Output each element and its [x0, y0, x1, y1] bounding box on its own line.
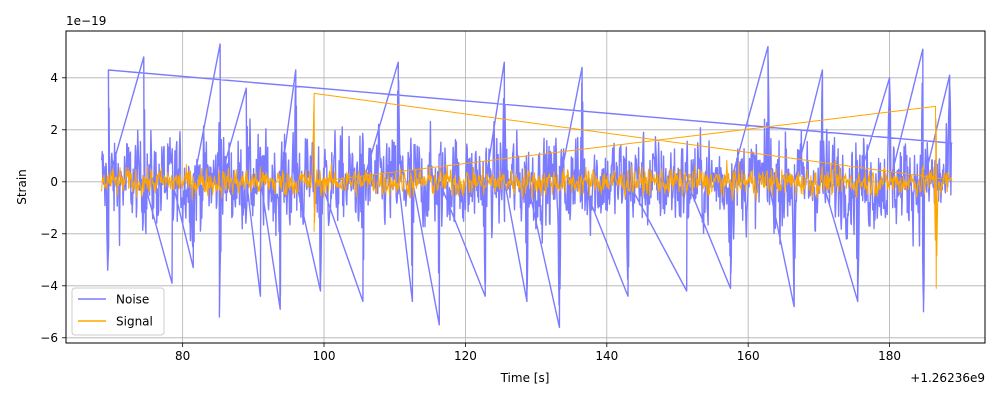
x-tick-label: 120 — [454, 349, 477, 363]
x-tick-label: 160 — [737, 349, 760, 363]
series-layer — [100, 43, 953, 329]
y-tick-label: 0 — [50, 175, 58, 189]
x-axis-label: Time [s] — [500, 371, 550, 385]
y-tick-label: −4 — [40, 279, 58, 293]
legend-noise-label: Noise — [116, 293, 149, 307]
x-offset-label: +1.26236e9 — [910, 371, 985, 385]
x-tick-label: 140 — [595, 349, 618, 363]
y-tick-label: −2 — [40, 227, 58, 241]
y-tick-label: 2 — [50, 123, 58, 137]
x-axis-ticks: 80 100 120 140 160 180 — [175, 343, 901, 363]
x-tick-label: 180 — [878, 349, 901, 363]
y-scale-label: 1e−19 — [66, 14, 106, 28]
y-tick-label: 4 — [50, 71, 58, 85]
noise-series-line — [100, 43, 953, 329]
x-tick-label: 80 — [175, 349, 190, 363]
plot-frame — [65, 30, 986, 344]
x-tick-label: 100 — [313, 349, 336, 363]
signal-series-line — [100, 92, 953, 289]
y-axis-ticks: −6 −4 −2 0 2 4 — [40, 71, 66, 345]
legend-signal-label: Signal — [116, 315, 153, 329]
legend: Noise Signal — [71, 287, 165, 336]
y-axis-label: Strain — [15, 169, 29, 205]
y-tick-label: −6 — [40, 331, 58, 345]
